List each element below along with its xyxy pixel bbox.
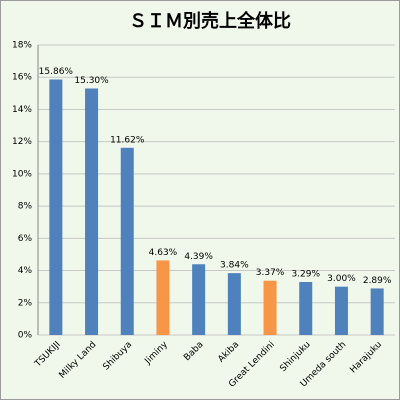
data-label: 3.00% [327, 274, 356, 284]
data-label: 3.29% [291, 269, 320, 279]
bar [227, 273, 241, 335]
y-tick-label: 8% [18, 202, 33, 212]
y-tick-label: 10% [12, 169, 32, 179]
y-tick-label: 16% [12, 73, 32, 83]
data-label: 15.30% [74, 76, 109, 86]
y-tick-label: 2% [18, 298, 33, 308]
bar [156, 260, 170, 335]
data-label: 4.63% [149, 248, 178, 258]
bar [192, 264, 206, 335]
bar [370, 288, 384, 335]
bar [49, 79, 63, 335]
bar [85, 88, 99, 335]
y-tick-label: 6% [18, 234, 33, 244]
data-label: 3.37% [256, 268, 285, 278]
y-tick-label: 18% [12, 41, 32, 51]
bar [263, 280, 277, 335]
y-tick-label: 14% [12, 105, 32, 115]
bar [120, 147, 134, 335]
chart-title: ＳＩＭ別売上全体比 [129, 10, 291, 32]
y-tick-label: 12% [12, 137, 32, 147]
data-label: 3.84% [220, 261, 249, 271]
data-label: 15.86% [39, 67, 74, 77]
bar [334, 286, 348, 335]
data-label: 11.62% [110, 135, 145, 145]
y-tick-label: 0% [18, 331, 33, 341]
data-label: 2.89% [363, 276, 392, 286]
bar [299, 281, 313, 335]
y-tick-label: 4% [18, 266, 33, 276]
data-label: 4.39% [184, 252, 213, 262]
